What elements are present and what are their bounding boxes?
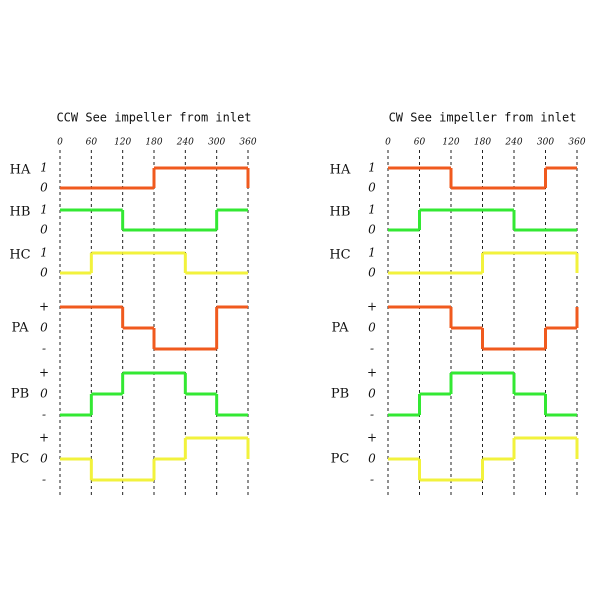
- signal-name: PB: [11, 387, 29, 402]
- angle-label: 360: [239, 138, 256, 148]
- level-label: +: [367, 366, 377, 380]
- signal-name: PC: [11, 452, 30, 467]
- level-label: 0: [40, 387, 48, 401]
- level-label: 0: [368, 321, 376, 335]
- angle-label: 60: [414, 138, 426, 148]
- level-label: 0: [40, 223, 48, 237]
- level-label: -: [42, 473, 46, 487]
- level-label: 0: [40, 181, 48, 195]
- signal-name: PA: [332, 321, 350, 336]
- signal-name: HB: [330, 205, 351, 220]
- angle-label: 240: [504, 138, 522, 148]
- level-label: -: [370, 473, 374, 487]
- level-label: -: [370, 342, 374, 356]
- signal-name: HA: [330, 163, 351, 178]
- level-label: +: [39, 366, 49, 380]
- angle-label: 120: [114, 138, 131, 148]
- angle-label: 0: [385, 138, 391, 148]
- signal-name: HB: [10, 205, 31, 220]
- level-label: 1: [368, 203, 376, 217]
- level-label: -: [42, 342, 46, 356]
- level-label: +: [367, 300, 377, 314]
- angle-label: 360: [568, 138, 585, 148]
- level-label: 0: [368, 223, 376, 237]
- signal-name: PC: [331, 452, 350, 467]
- signal-name: HC: [329, 248, 350, 263]
- angle-label: 180: [145, 138, 162, 148]
- angle-label: 240: [176, 138, 194, 148]
- level-label: 0: [40, 266, 48, 280]
- angle-label: 300: [537, 138, 554, 148]
- panel-title: CCW See impeller from inlet: [56, 111, 251, 125]
- level-label: +: [39, 431, 49, 445]
- angle-label: 120: [442, 138, 459, 148]
- level-label: 0: [368, 387, 376, 401]
- level-label: +: [39, 300, 49, 314]
- level-label: 1: [40, 161, 48, 175]
- signal-name: HC: [9, 248, 30, 263]
- angle-label: 0: [57, 138, 63, 148]
- level-label: 1: [368, 161, 376, 175]
- signal-name: HA: [10, 163, 31, 178]
- signal-name: PB: [331, 387, 349, 402]
- level-label: -: [42, 408, 46, 422]
- level-label: 1: [40, 246, 48, 260]
- level-label: 0: [368, 452, 376, 466]
- angle-label: 60: [86, 138, 98, 148]
- level-label: 1: [368, 246, 376, 260]
- level-label: 0: [368, 181, 376, 195]
- angle-label: 180: [474, 138, 491, 148]
- signal-name: PA: [12, 321, 30, 336]
- level-label: 1: [40, 203, 48, 217]
- level-label: 0: [368, 266, 376, 280]
- angle-label: 300: [208, 138, 225, 148]
- panel-title: CW See impeller from inlet: [389, 111, 577, 125]
- level-label: 0: [40, 452, 48, 466]
- level-label: +: [367, 431, 377, 445]
- level-label: -: [370, 408, 374, 422]
- level-label: 0: [40, 321, 48, 335]
